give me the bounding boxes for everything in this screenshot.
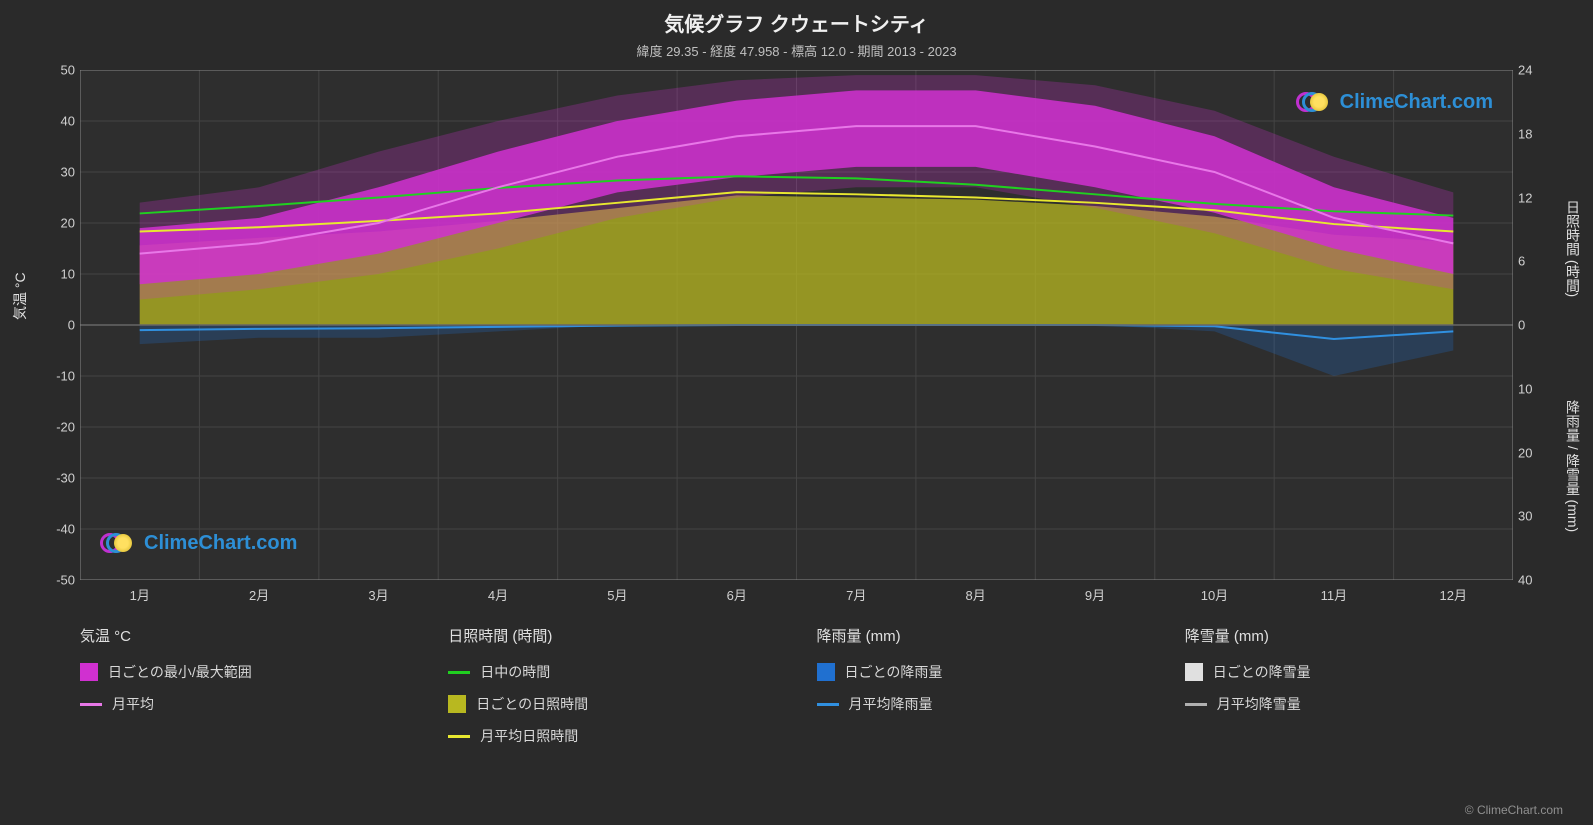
watermark-text: ClimeChart.com — [144, 532, 297, 555]
climechart-logo-icon — [1296, 90, 1332, 114]
legend-swatch-icon — [1185, 663, 1203, 681]
legend-label: 日ごとの降雨量 — [845, 662, 943, 682]
legend-label: 日中の時間 — [480, 662, 550, 682]
legend-column: 気温 °C 日ごとの最小/最大範囲月平均 — [80, 625, 408, 746]
climechart-logo-icon — [100, 531, 136, 555]
legend-line-icon — [448, 671, 470, 674]
legend-header: 降雪量 (mm) — [1185, 625, 1513, 646]
x-tick: 8月 — [966, 585, 986, 604]
y-right-top-tick: 0 — [1518, 318, 1553, 333]
y-axis-right-bottom-label: 降雨量 / 降雪量 (mm) — [1563, 400, 1583, 532]
y-axis-right-top-label: 日照時間 (時間) — [1563, 200, 1583, 297]
y-left-tick: 50 — [40, 63, 75, 78]
y-right-bottom-tick: 10 — [1518, 381, 1553, 396]
x-tick: 2月 — [249, 585, 269, 604]
legend-header: 降雨量 (mm) — [817, 625, 1145, 646]
y-right-bottom-tick: 20 — [1518, 445, 1553, 460]
chart-title: 気候グラフ クウェートシティ — [0, 0, 1593, 37]
legend-item: 月平均日照時間 — [448, 726, 776, 746]
y-axis-left-label: 気温 °C — [10, 272, 30, 320]
legend-column: 降雪量 (mm) 日ごとの降雪量月平均降雪量 — [1185, 625, 1513, 746]
y-right-top-tick: 24 — [1518, 63, 1553, 78]
legend-label: 月平均降雪量 — [1217, 694, 1301, 714]
legend-label: 月平均降雨量 — [849, 694, 933, 714]
legend-swatch-icon — [80, 663, 98, 681]
x-tick: 3月 — [368, 585, 388, 604]
y-left-tick: -50 — [40, 573, 75, 588]
x-tick: 1月 — [130, 585, 150, 604]
y-right-bottom-tick: 40 — [1518, 573, 1553, 588]
x-tick: 4月 — [488, 585, 508, 604]
legend-column: 日照時間 (時間) 日中の時間日ごとの日照時間月平均日照時間 — [448, 625, 776, 746]
chart-subtitle: 緯度 29.35 - 経度 47.958 - 標高 12.0 - 期間 2013… — [0, 37, 1593, 60]
legend-item: 月平均降雨量 — [817, 694, 1145, 714]
legend-item: 日中の時間 — [448, 662, 776, 682]
legend-item: 日ごとの日照時間 — [448, 694, 776, 714]
y-left-tick: 0 — [40, 318, 75, 333]
watermark-bottom: ClimeChart.com — [100, 531, 297, 555]
legend-column: 降雨量 (mm) 日ごとの降雨量月平均降雨量 — [817, 625, 1145, 746]
legend-item: 月平均降雪量 — [1185, 694, 1513, 714]
watermark-text: ClimeChart.com — [1340, 91, 1493, 114]
legend-label: 日ごとの日照時間 — [476, 694, 588, 714]
legend-item: 日ごとの最小/最大範囲 — [80, 662, 408, 682]
legend-line-icon — [80, 703, 102, 706]
legend-label: 月平均 — [112, 694, 154, 714]
y-left-tick: -20 — [40, 420, 75, 435]
x-tick: 10月 — [1201, 585, 1228, 604]
plot-svg — [80, 70, 1513, 580]
x-tick: 12月 — [1440, 585, 1467, 604]
legend-label: 月平均日照時間 — [480, 726, 578, 746]
legend-item: 日ごとの降雪量 — [1185, 662, 1513, 682]
plot-area: ClimeChart.com ClimeChart.com — [80, 70, 1513, 580]
y-left-tick: -10 — [40, 369, 75, 384]
y-left-tick: -40 — [40, 522, 75, 537]
y-left-tick: -30 — [40, 471, 75, 486]
legend-swatch-icon — [448, 695, 466, 713]
legend-line-icon — [817, 703, 839, 706]
y-right-top-tick: 18 — [1518, 126, 1553, 141]
legend-line-icon — [448, 735, 470, 738]
legend-item: 日ごとの降雨量 — [817, 662, 1145, 682]
legend-label: 日ごとの最小/最大範囲 — [108, 662, 252, 682]
legend-header: 気温 °C — [80, 625, 408, 646]
y-right-top-tick: 6 — [1518, 254, 1553, 269]
watermark-top: ClimeChart.com — [1296, 90, 1493, 114]
legend-header: 日照時間 (時間) — [448, 625, 776, 646]
x-tick: 9月 — [1085, 585, 1105, 604]
y-left-tick: 40 — [40, 114, 75, 129]
copyright: © ClimeChart.com — [1465, 803, 1563, 817]
y-left-tick: 30 — [40, 165, 75, 180]
y-left-tick: 10 — [40, 267, 75, 282]
legend-line-icon — [1185, 703, 1207, 706]
x-tick: 11月 — [1321, 585, 1348, 604]
legend: 気温 °C 日ごとの最小/最大範囲月平均 日照時間 (時間) 日中の時間日ごとの日照時… — [80, 625, 1513, 746]
legend-item: 月平均 — [80, 694, 408, 714]
y-left-tick: 20 — [40, 216, 75, 231]
legend-label: 日ごとの降雪量 — [1213, 662, 1311, 682]
climate-chart: 気候グラフ クウェートシティ 緯度 29.35 - 経度 47.958 - 標高… — [0, 0, 1593, 825]
x-tick: 6月 — [727, 585, 747, 604]
y-right-top-tick: 12 — [1518, 190, 1553, 205]
y-right-bottom-tick: 30 — [1518, 509, 1553, 524]
legend-swatch-icon — [817, 663, 835, 681]
x-tick: 5月 — [607, 585, 627, 604]
x-tick: 7月 — [846, 585, 866, 604]
